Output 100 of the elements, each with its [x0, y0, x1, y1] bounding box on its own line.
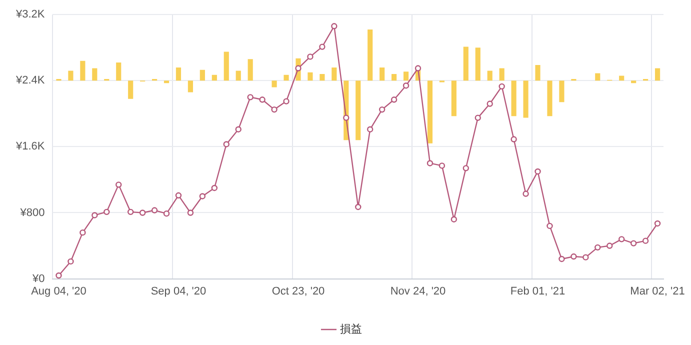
point [247, 94, 254, 100]
bar [392, 74, 397, 81]
x-tick-label: Sep 04, '20 [150, 285, 206, 298]
bar [487, 70, 492, 81]
point [510, 136, 517, 142]
point [331, 23, 338, 30]
point [211, 184, 218, 192]
bar [320, 74, 325, 81]
bar [116, 62, 122, 81]
bar [284, 74, 289, 81]
y-tick-label: ¥800 [19, 206, 45, 219]
bar [176, 67, 182, 81]
bar [523, 80, 528, 118]
x-tick-label: Nov 24, '20 [390, 285, 446, 298]
point [68, 258, 74, 265]
point [402, 82, 410, 89]
bar [248, 59, 253, 81]
point [307, 54, 314, 60]
point [474, 114, 481, 121]
bar [463, 46, 468, 81]
point [92, 212, 98, 218]
point [319, 44, 326, 50]
bar [535, 64, 540, 81]
bar [499, 68, 504, 81]
point [139, 210, 146, 216]
point [570, 253, 577, 260]
bar [224, 52, 229, 81]
point [630, 240, 637, 246]
point [104, 208, 110, 216]
bar [92, 68, 98, 81]
y-tick-label: ¥0 [31, 272, 45, 285]
point [390, 96, 398, 103]
point [642, 238, 649, 244]
bar [547, 80, 552, 116]
bar [128, 80, 134, 99]
point [271, 106, 278, 113]
point [450, 216, 458, 222]
y-tick-label: ¥2.4K [14, 74, 46, 87]
point [462, 165, 470, 172]
bar [511, 80, 516, 116]
point [343, 114, 350, 121]
point [80, 229, 86, 236]
point [199, 193, 206, 200]
y-tick-label: ¥1.6K [14, 140, 46, 153]
point [498, 83, 505, 90]
point [127, 208, 134, 216]
point [618, 236, 625, 242]
point [438, 162, 446, 169]
point [187, 210, 194, 216]
bar [403, 72, 409, 81]
bar [236, 70, 241, 81]
x-tick-label: Oct 23, '20 [272, 285, 325, 298]
point [116, 182, 122, 188]
point [56, 272, 62, 279]
x-tick-label: Aug 04, '20 [31, 285, 86, 298]
bar [631, 80, 636, 84]
bar [188, 80, 194, 92]
point [582, 254, 589, 260]
point [522, 190, 529, 197]
x-tick-label: Mar 02, '21 [630, 285, 685, 298]
bar [332, 67, 337, 81]
point [558, 256, 565, 262]
point [654, 220, 661, 227]
point [414, 65, 422, 72]
bar [356, 80, 361, 140]
bar [451, 80, 456, 116]
point [163, 210, 170, 217]
point [235, 126, 242, 132]
point [223, 141, 230, 148]
point [606, 242, 613, 249]
point [295, 65, 302, 72]
bar [68, 70, 74, 81]
bar [475, 48, 480, 81]
bar [80, 60, 86, 81]
point [486, 100, 493, 107]
bar [595, 73, 600, 81]
bar [368, 29, 373, 81]
bar [308, 72, 313, 81]
point [546, 222, 553, 230]
point [355, 204, 362, 210]
bar [164, 80, 170, 84]
bar [212, 74, 217, 81]
bar [380, 67, 385, 81]
point [259, 96, 266, 103]
bar [200, 70, 205, 81]
x-tick-label: Feb 01, '21 [510, 285, 566, 298]
point [594, 244, 601, 251]
point [367, 126, 374, 132]
legend-label: 損益 [340, 324, 362, 336]
point [151, 207, 158, 214]
bar [427, 80, 433, 144]
bar [619, 76, 624, 81]
point [175, 192, 182, 199]
bar [559, 80, 564, 102]
point [534, 168, 541, 175]
point [426, 160, 434, 166]
point [283, 98, 290, 104]
bar [272, 80, 277, 88]
point [378, 106, 386, 113]
y-tick-label: ¥3.2K [14, 8, 46, 21]
